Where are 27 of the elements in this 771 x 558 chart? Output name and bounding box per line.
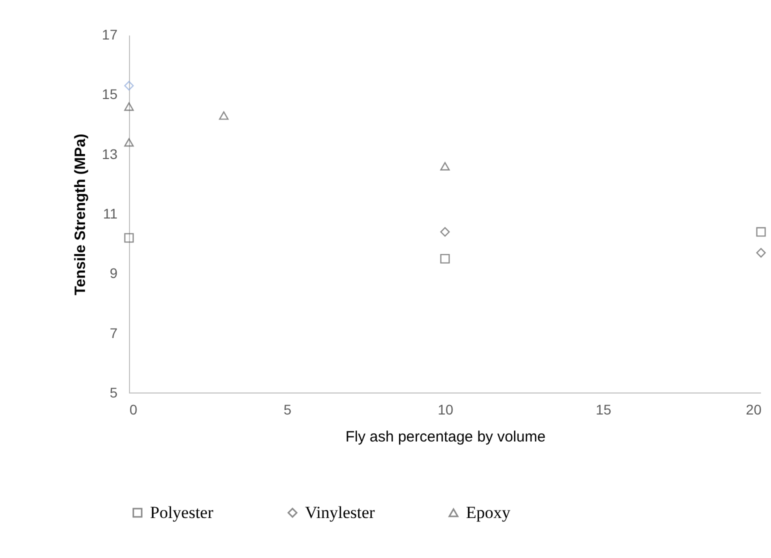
y-axis-title: Tensile Strength (MPa) <box>72 134 89 296</box>
x-tick-label: 10 <box>438 402 454 418</box>
point <box>219 111 229 120</box>
point <box>440 227 450 237</box>
point <box>124 102 134 111</box>
y-tick-label: 5 <box>110 384 118 400</box>
x-tick-label: 15 <box>596 402 612 418</box>
y-tick-label: 9 <box>110 265 118 282</box>
point <box>440 254 450 264</box>
legend-label: Epoxy <box>466 502 511 522</box>
y-tick-label: 7 <box>110 324 118 341</box>
x-axis-title: Fly ash percentage by volume <box>345 428 546 446</box>
point <box>124 138 134 147</box>
y-tick-label: 17 <box>102 26 118 42</box>
point <box>440 162 450 170</box>
y-tick-label: 15 <box>102 86 118 102</box>
point <box>124 80 134 90</box>
point <box>756 248 766 258</box>
x-tick-label: 20 <box>746 402 762 418</box>
y-tick-label: 11 <box>102 206 118 222</box>
legend-label: Vinylester <box>305 502 376 522</box>
y-tick-label: 13 <box>102 146 118 162</box>
x-tick-label: 5 <box>284 402 292 418</box>
legend-label: Polyester <box>150 502 214 522</box>
point <box>756 227 766 237</box>
point <box>124 233 134 243</box>
x-tick-label: 0 <box>130 402 138 418</box>
